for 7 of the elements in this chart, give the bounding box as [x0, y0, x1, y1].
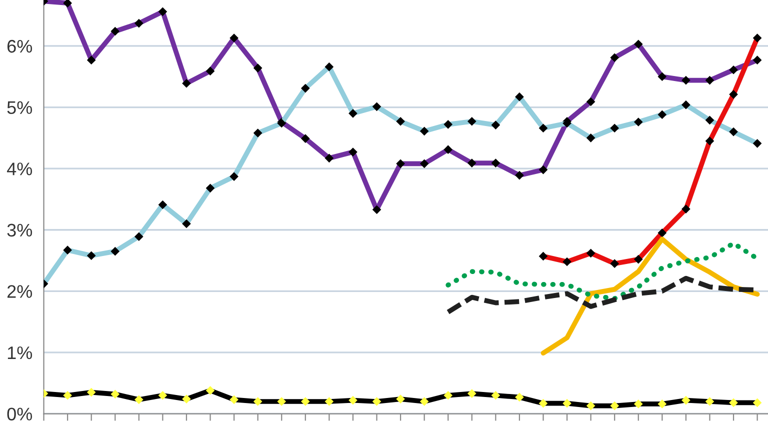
y-tick-label: 1%	[8, 346, 32, 360]
y-tick-label: 3%	[7, 224, 32, 237]
y-tick-label: 2%	[7, 285, 32, 298]
y-tick-label: 6%	[7, 40, 32, 53]
y-tick-label: 4%	[6, 162, 32, 176]
y-tick-label: 0%	[7, 408, 32, 420]
y-tick-label: 5%	[7, 101, 32, 114]
